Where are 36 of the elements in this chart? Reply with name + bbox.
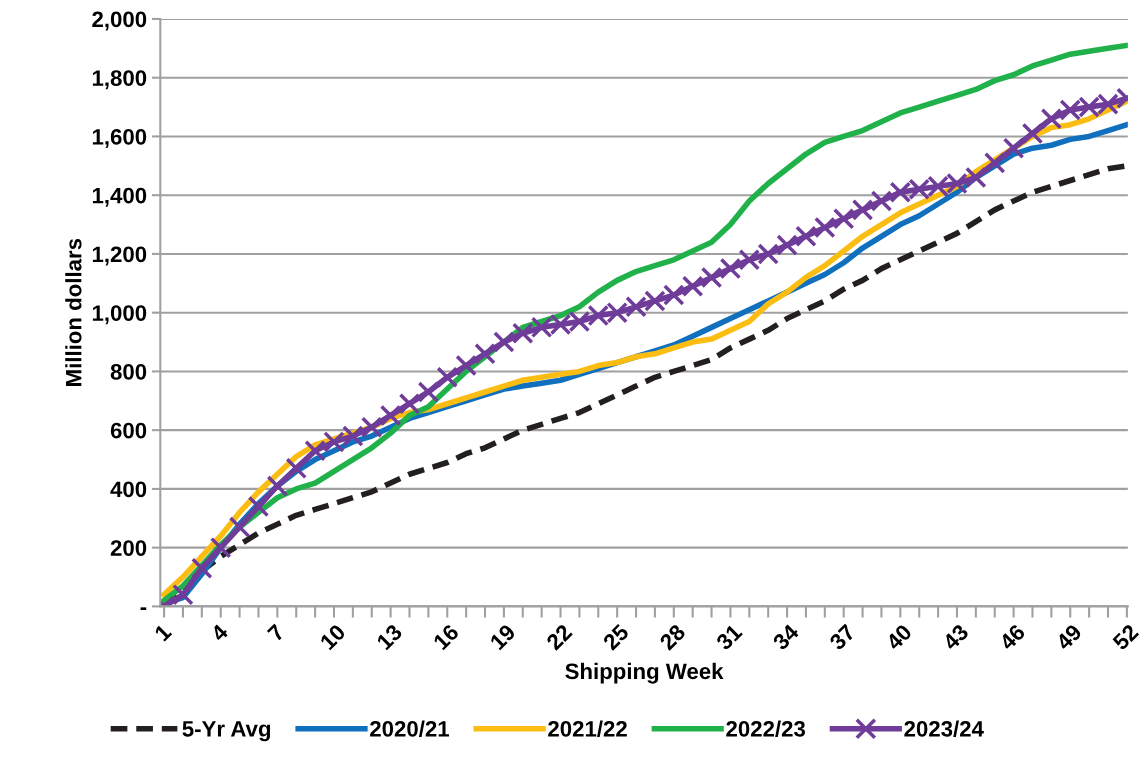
- x-tick-label: 19: [489, 623, 517, 651]
- legend-label: 2021/22: [548, 720, 627, 737]
- legend-label: 2020/21: [370, 720, 450, 737]
- x-tick-label: 22: [545, 623, 573, 651]
- y-tick-label: 1,000: [92, 305, 147, 325]
- x-tick-label: 25: [602, 623, 630, 651]
- x-tick-label: 4: [209, 623, 230, 643]
- y-tick-label: 1,200: [92, 246, 147, 266]
- x-tick-label: 16: [432, 623, 460, 651]
- x-tick-label: 52: [1111, 623, 1140, 651]
- x-tick-label: 37: [828, 623, 856, 652]
- x-tick-label: 40: [884, 623, 913, 652]
- legend-label: 2023/24: [904, 720, 984, 737]
- x-tick-label: 34: [771, 622, 800, 652]
- y-tick-label: 2,000: [92, 11, 147, 31]
- x-tick-label: 1: [153, 623, 173, 642]
- x-tick-label: 7: [266, 623, 286, 642]
- y-tick-label: 400: [110, 481, 147, 498]
- y-tick-label: 200: [110, 540, 147, 556]
- x-tick-label: 31: [715, 623, 743, 652]
- y-tick-label: 1,400: [92, 187, 147, 207]
- x-tick-label: 49: [1054, 623, 1083, 652]
- x-axis-title: Shipping Week: [565, 662, 724, 684]
- y-tick-label: 800: [110, 363, 147, 380]
- y-tick-label: 1,800: [92, 70, 147, 90]
- x-tick-label: 43: [941, 623, 970, 652]
- x-tick-label: 28: [658, 623, 687, 651]
- x-tick-label: 10: [319, 623, 347, 651]
- y-tick-label: 1,600: [92, 128, 147, 148]
- x-tick-label: 46: [998, 623, 1026, 652]
- y-axis-title: Million dollars: [65, 238, 82, 386]
- y-tick-label: -: [140, 607, 147, 611]
- legend-label: 2022/23: [726, 720, 806, 737]
- y-tick-label: 600: [110, 422, 147, 439]
- legend-label: 5-Yr Avg: [182, 721, 271, 742]
- x-tick-label: 13: [375, 623, 404, 651]
